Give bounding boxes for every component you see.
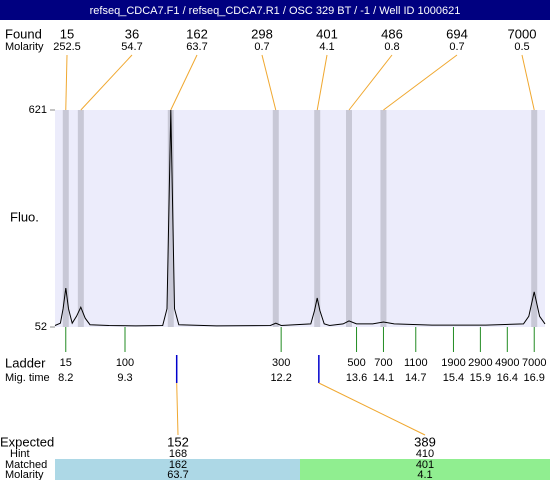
peak-connector [348, 54, 393, 111]
peak-band [272, 110, 279, 327]
ladder-size: 100 [116, 357, 134, 369]
expected-size: 152 [167, 434, 189, 449]
peak-band [167, 110, 174, 327]
found-molarity: 0.7 [254, 41, 269, 53]
ladder-size: 700 [374, 357, 392, 369]
ladder-time: 8.2 [58, 372, 73, 384]
hint-value: 168 [169, 448, 187, 460]
found-label: Found [5, 26, 42, 41]
peak-connector [261, 54, 277, 111]
found-size: 15 [60, 26, 74, 41]
found-size: 486 [381, 26, 403, 41]
found-molarity: 0.7 [449, 41, 464, 53]
ladder-size: 1100 [404, 357, 428, 369]
ladder-time: 14.7 [405, 372, 426, 384]
peak-band [531, 110, 538, 327]
peak-connector [521, 54, 535, 111]
ladder-time: 16.9 [524, 372, 545, 384]
peak-connector [80, 54, 133, 111]
ladder-time: 12.2 [270, 372, 291, 384]
peak-band [62, 110, 69, 327]
expected-connector [176, 382, 179, 436]
ladder-time: 15.9 [470, 372, 491, 384]
ladder-time: 13.6 [346, 372, 367, 384]
hint-label: Hint [10, 448, 30, 460]
matched-value: 162 [169, 459, 187, 471]
found-size: 298 [251, 26, 273, 41]
matched-molarity: 4.1 [417, 469, 432, 480]
ladder-time-label: Mig. time [5, 372, 50, 384]
peak-connector [65, 54, 68, 111]
expected-label: Expected [0, 434, 54, 449]
found-size: 36 [125, 26, 139, 41]
matched-label: Matched [5, 459, 47, 471]
y-tick-label: 621 [29, 104, 47, 116]
matched-cell [300, 459, 550, 480]
trace [54, 109, 546, 327]
peak-connector [316, 54, 328, 111]
expected-molarity-label: Molarity [5, 469, 44, 480]
found-molarity: 4.1 [319, 41, 334, 53]
ladder-size: 7000 [522, 357, 546, 369]
peak-band [346, 110, 352, 327]
found-size: 7000 [508, 26, 537, 41]
title-bar [0, 0, 550, 20]
ladder-time: 14.1 [373, 372, 394, 384]
found-molarity: 54.7 [121, 41, 142, 53]
found-size: 694 [446, 26, 468, 41]
ladder-size: 15 [60, 357, 72, 369]
hint-value: 410 [416, 448, 434, 460]
found-molarity: 0.8 [384, 41, 399, 53]
expected-connector [318, 382, 426, 436]
title: refseq_CDCA7.F1 / refseq_CDCA7.R1 / OSC … [90, 5, 461, 17]
y-label: Fluo. [10, 209, 39, 224]
ladder-time: 15.4 [443, 372, 464, 384]
ladder-time: 16.4 [497, 372, 518, 384]
ladder-time: 9.3 [117, 372, 132, 384]
found-molarity: 0.5 [514, 41, 529, 53]
peak-band [380, 110, 387, 327]
ladder-size: 2900 [468, 357, 492, 369]
found-molarity-label: Molarity [5, 41, 44, 53]
ladder-size: 4900 [495, 357, 519, 369]
found-molarity: 63.7 [186, 41, 207, 53]
peak-band [77, 110, 84, 327]
peak-band [314, 110, 321, 327]
ladder-size: 500 [347, 357, 365, 369]
peak-connector [383, 54, 458, 111]
found-size: 162 [186, 26, 208, 41]
ladder-size: 300 [272, 357, 290, 369]
matched-cell [55, 459, 300, 480]
matched-value: 401 [416, 459, 434, 471]
matched-molarity: 63.7 [167, 469, 188, 480]
ladder-size: 1900 [441, 357, 465, 369]
ladder-label: Ladder [5, 355, 46, 370]
peak-connector [170, 54, 198, 111]
found-size: 401 [316, 26, 338, 41]
expected-size: 389 [414, 434, 436, 449]
y-tick-label: 52 [35, 321, 47, 333]
found-molarity: 252.5 [53, 41, 81, 53]
plot-area [55, 110, 545, 327]
